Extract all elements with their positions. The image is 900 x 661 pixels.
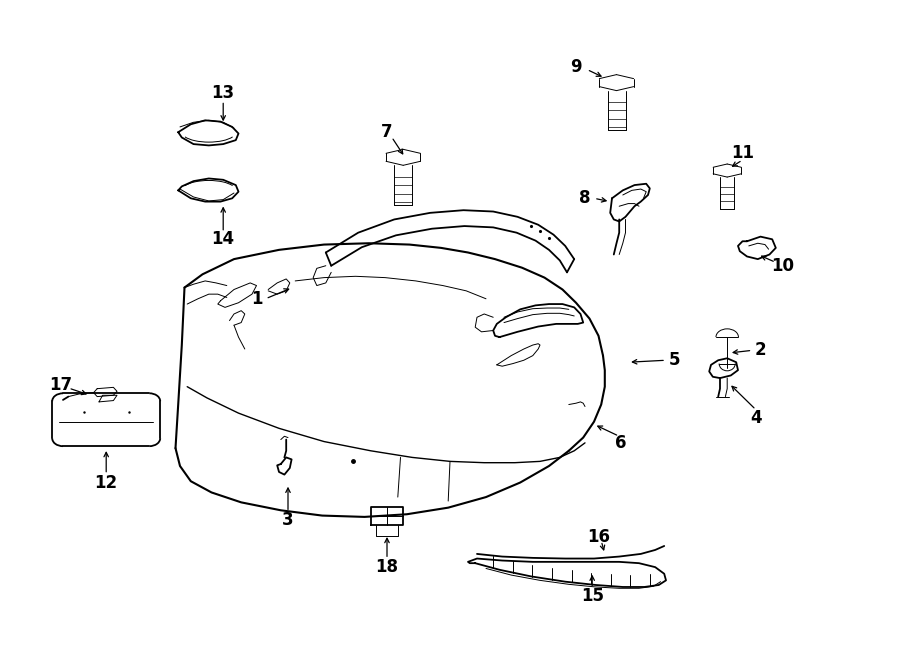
Text: 8: 8 bbox=[580, 189, 590, 208]
Text: 16: 16 bbox=[587, 527, 610, 546]
Text: 18: 18 bbox=[375, 558, 399, 576]
Text: 7: 7 bbox=[382, 123, 392, 141]
Text: 6: 6 bbox=[616, 434, 626, 452]
Text: 2: 2 bbox=[755, 341, 766, 360]
Text: 4: 4 bbox=[751, 408, 761, 427]
Text: 10: 10 bbox=[771, 256, 795, 275]
Text: 14: 14 bbox=[212, 230, 235, 249]
Text: 13: 13 bbox=[212, 83, 235, 102]
Text: 9: 9 bbox=[571, 58, 581, 77]
Text: 17: 17 bbox=[50, 375, 73, 394]
Text: 15: 15 bbox=[580, 587, 604, 605]
Text: 3: 3 bbox=[283, 511, 293, 529]
Text: 5: 5 bbox=[670, 351, 680, 369]
Text: 12: 12 bbox=[94, 473, 118, 492]
Text: 11: 11 bbox=[731, 144, 754, 163]
Text: 1: 1 bbox=[251, 290, 262, 308]
